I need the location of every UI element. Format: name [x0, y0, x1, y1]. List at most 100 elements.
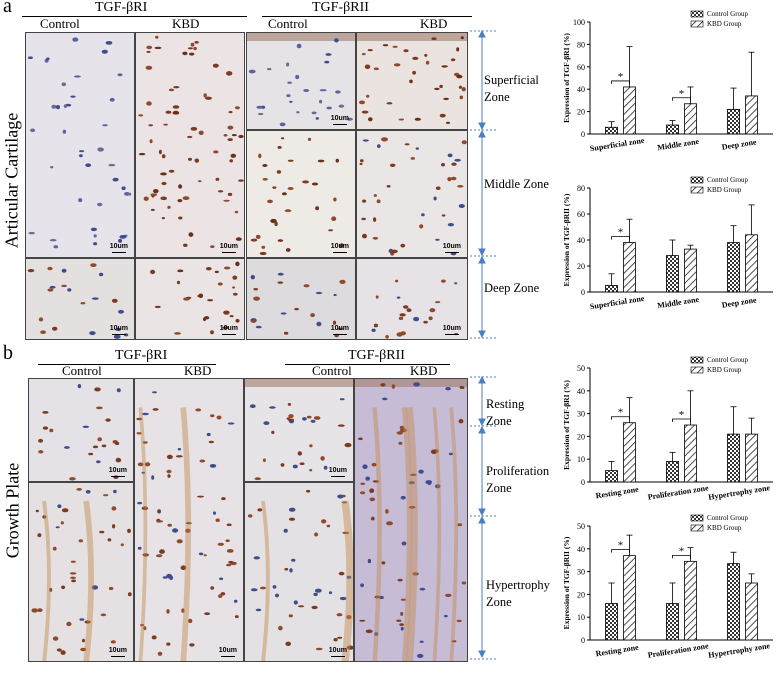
x-tick-label: Deep zone — [721, 295, 757, 309]
y-tick-label: 40 — [577, 236, 585, 245]
x-tick-label: Resting zone — [595, 643, 640, 659]
significance-star: * — [618, 540, 624, 552]
histology-tile: 10um — [244, 378, 354, 482]
bar — [745, 234, 758, 293]
legend-label: Control Group — [707, 10, 749, 18]
legend-label: KBD Group — [707, 186, 742, 194]
legend-swatch — [690, 186, 704, 194]
significance-star: * — [618, 227, 624, 239]
histology-tile: 10um — [25, 32, 135, 258]
x-tick-label: Middle zone — [657, 295, 700, 311]
legend-swatch — [690, 524, 704, 532]
histology-tile: 10um — [134, 378, 244, 662]
histology-tile: 10um — [244, 482, 354, 662]
legend-label: KBD Group — [707, 524, 742, 532]
header-b-kbd2: KBD — [410, 363, 438, 378]
significance-bracket — [672, 97, 691, 101]
x-tick-label: Hypertrophy zone — [708, 641, 771, 660]
bar — [684, 103, 697, 135]
bar — [623, 422, 636, 483]
header-b-kbd1: KBD — [184, 363, 212, 378]
x-tick-label: Superficial zone — [589, 136, 645, 154]
significance-bracket — [672, 554, 691, 559]
scale-label: 10um — [442, 325, 461, 332]
scale-label: 10um — [219, 325, 238, 332]
bar — [623, 555, 636, 641]
significance-star: * — [679, 545, 685, 557]
scale-label: 10um — [330, 243, 349, 250]
y-tick-label: 60 — [577, 210, 585, 219]
y-tick-label: 0 — [581, 636, 585, 645]
chart-b-tgf-r1: 0 10 20 30 40 50 Expression of TGF-βRI (%) Rest… — [562, 356, 773, 502]
scale-label: 10um — [330, 325, 349, 332]
y-tick-label: 0 — [581, 478, 585, 487]
y-tick-label: 40 — [577, 85, 585, 94]
histology-tile — [354, 378, 468, 662]
legend-label: Control Group — [707, 176, 749, 184]
bar — [666, 461, 679, 483]
y-tick-label: 20 — [577, 432, 585, 441]
y-axis-label: Expression of TGF-βRII (%) — [562, 193, 571, 286]
scale-label: 10um — [219, 243, 238, 250]
side-label-growth: Growth Plate — [2, 462, 23, 559]
bar — [727, 433, 740, 483]
panel-letter-b: b — [3, 342, 13, 364]
y-tick-label: 20 — [577, 262, 585, 271]
chart-b-tgf-r2: 0 10 20 30 40 50 Expression of TGF-βRII (%) Res… — [562, 514, 773, 660]
y-tick-label: 80 — [577, 184, 585, 193]
y-tick-label: 50 — [577, 522, 585, 531]
zone-resting: Resting Zone — [486, 397, 525, 428]
x-tick-label: Proliferation zone — [647, 641, 709, 660]
legend-swatch — [690, 20, 704, 28]
bar — [745, 582, 758, 641]
histology-tile: 10um — [135, 258, 245, 340]
legend-label: KBD Group — [707, 20, 742, 28]
significance-star: * — [679, 409, 685, 421]
bar — [605, 285, 618, 293]
y-tick-label: 40 — [577, 545, 585, 554]
x-tick-label: Middle zone — [657, 137, 700, 153]
y-tick-label: 10 — [577, 613, 585, 622]
significance-bracket — [611, 416, 630, 420]
significance-bracket — [672, 418, 691, 422]
x-tick-label: Deep zone — [721, 137, 757, 151]
y-tick-label: 10 — [577, 455, 585, 464]
legend-swatch — [690, 356, 704, 364]
zone-hypertrophy: Hypertrophy Zone — [486, 578, 550, 609]
bar — [684, 560, 697, 641]
x-tick-label: Resting zone — [595, 485, 640, 501]
header-a-kbd1: KBD — [172, 16, 200, 31]
bar — [684, 248, 697, 293]
scale-label: 10um — [330, 115, 349, 122]
bar — [605, 126, 618, 135]
scale-label: 10um — [109, 325, 128, 332]
histology-tile: 10um — [28, 378, 134, 482]
bar — [745, 95, 758, 135]
histology-tile: 10um — [246, 130, 356, 258]
y-axis-label: Expression of TGF-βRII (%) — [562, 536, 571, 629]
bar — [727, 242, 740, 293]
header-b-tgf-r1: TGF-βRI — [115, 348, 168, 363]
y-tick-label: 0 — [581, 130, 585, 139]
header-b-control2: Control — [312, 363, 352, 378]
header-a-control2: Control — [268, 16, 308, 31]
header-a-kbd2: KBD — [420, 16, 448, 31]
scale-label: 10um — [328, 467, 347, 474]
side-label-articular: Articular Cartilage — [1, 112, 22, 249]
y-tick-label: 50 — [577, 364, 585, 373]
y-tick-label: 60 — [577, 63, 585, 72]
y-axis-label: Expression of TGF-βRI (%) — [562, 380, 571, 470]
scale-label: 10um — [108, 647, 127, 654]
header-a-tgf-r1: TGF-βRI — [95, 0, 148, 15]
y-tick-label: 30 — [577, 568, 585, 577]
scale-label: 10um — [442, 243, 461, 250]
bar — [666, 603, 679, 641]
bar — [727, 563, 740, 641]
bar — [727, 108, 740, 135]
bar — [605, 603, 618, 641]
y-axis-label: Expression of TGF-βRI (%) — [562, 33, 571, 123]
zone-proliferation: Proliferation Zone — [486, 464, 550, 495]
bar — [623, 86, 636, 135]
y-tick-label: 80 — [577, 40, 585, 49]
